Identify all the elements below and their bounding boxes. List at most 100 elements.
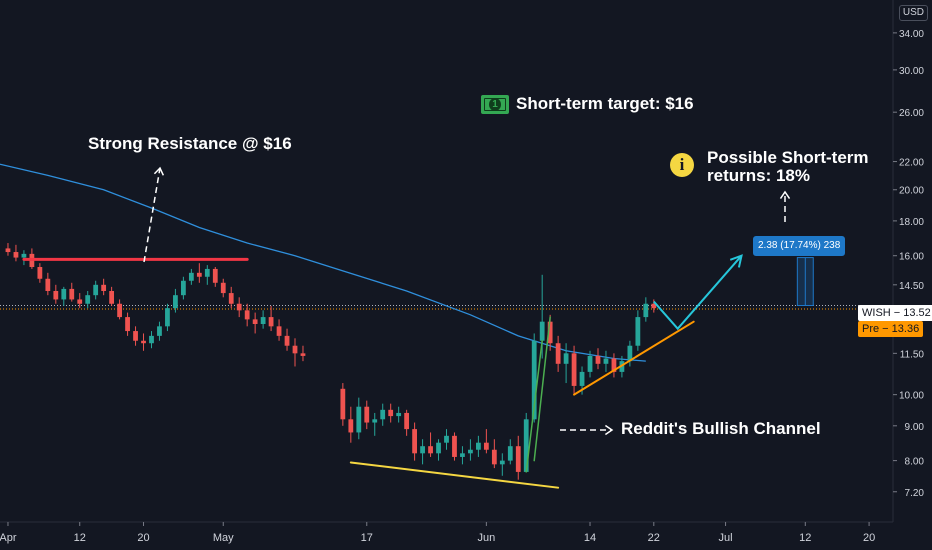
candle-body	[444, 435, 449, 443]
candle-body	[651, 303, 657, 309]
candle-body	[460, 453, 465, 457]
candle-body	[603, 358, 609, 364]
time-tick-label: Apr	[0, 532, 17, 544]
candle-body	[300, 353, 306, 356]
channel-annotation: Reddit's Bullish Channel	[621, 419, 821, 438]
resistance-annotation: Strong Resistance @ $16	[88, 134, 292, 153]
projection-arrowhead	[729, 254, 743, 268]
candle-body	[69, 288, 75, 300]
candle-body	[404, 412, 410, 430]
price-tick-label: 9.00	[905, 422, 925, 433]
candle-body	[204, 268, 210, 277]
price-tick-label: 18.00	[899, 217, 924, 228]
candle-body	[180, 280, 186, 296]
candle-body	[37, 267, 43, 279]
candle-body	[468, 449, 473, 454]
candle-body	[340, 388, 346, 420]
candle-body	[276, 326, 282, 336]
time-tick-label: 12	[799, 532, 811, 544]
candle-body	[109, 290, 115, 304]
candle-body	[244, 310, 250, 320]
candle-body	[157, 326, 162, 336]
candle-body	[220, 282, 226, 294]
candle-body	[125, 317, 130, 332]
candle-body	[149, 335, 154, 344]
returns-callout-arrow-head	[779, 190, 791, 200]
candle-body	[436, 442, 441, 454]
price-tick-label: 8.00	[905, 457, 925, 468]
target-annotation: Short-term target: $16	[516, 94, 694, 113]
measure-label[interactable]: 2.38 (17.74%) 238	[753, 236, 846, 256]
candle-body	[499, 460, 505, 465]
resistance-callout-arrow-head	[153, 166, 165, 176]
banknote-icon: 1	[481, 95, 509, 114]
candle-body	[21, 253, 27, 258]
channel-callout-arrow-head	[604, 424, 614, 436]
candle-body	[5, 248, 11, 253]
candle-body	[292, 345, 298, 354]
breakout-line	[533, 316, 551, 462]
candle-body	[364, 406, 370, 423]
candle-body	[483, 442, 489, 450]
returns-annotation-line2: returns: 18%	[707, 166, 810, 185]
candle-body	[380, 409, 386, 420]
candle-body	[539, 321, 545, 341]
candle-body	[212, 268, 218, 283]
time-tick-label: 14	[584, 532, 596, 544]
price-tick-label: 20.00	[899, 186, 924, 197]
price-tick-label: 10.00	[899, 391, 924, 402]
candle-body	[45, 278, 51, 291]
candle-body	[452, 435, 457, 457]
candle-body	[587, 355, 593, 372]
candle-body	[547, 321, 553, 344]
candle-body	[93, 284, 99, 296]
time-tick-label: Jul	[719, 532, 733, 544]
candle-body	[428, 446, 433, 454]
currency-badge[interactable]: USD	[898, 5, 928, 21]
candle-body	[420, 446, 425, 454]
price-tick-label: 22.00	[899, 158, 924, 169]
candle-body	[85, 295, 91, 304]
candle-body	[356, 406, 362, 433]
candle-body	[388, 409, 394, 417]
candle-body	[196, 272, 202, 277]
candle-body	[133, 331, 138, 341]
time-tick-label: 17	[361, 532, 373, 544]
chart-grid	[0, 304, 893, 310]
candle-body	[412, 429, 417, 454]
candle-body	[579, 371, 585, 386]
candle-body	[260, 317, 266, 324]
candle-body	[611, 358, 617, 372]
candlestick-series	[5, 243, 657, 480]
chart-drawings	[22, 166, 814, 489]
candle-body	[61, 288, 67, 300]
candle-body	[372, 419, 378, 423]
candle-body	[563, 353, 569, 364]
candle-body	[531, 340, 537, 420]
candle-body	[284, 335, 290, 346]
time-tick-label: 20	[863, 532, 875, 544]
price-tick-label: 14.50	[899, 281, 924, 292]
price-tick-label: 26.00	[899, 108, 924, 119]
candle-body	[507, 446, 513, 461]
candle-body	[635, 317, 641, 346]
candle-body	[476, 442, 481, 450]
candle-body	[228, 293, 234, 304]
price-tick-label: 16.00	[899, 252, 924, 263]
price-tick-label: 34.00	[899, 29, 924, 40]
breakout-line	[525, 340, 543, 473]
candle-body	[53, 290, 59, 300]
support-line	[349, 461, 560, 489]
candle-body	[595, 355, 601, 364]
candle-body	[555, 343, 561, 364]
price-tick-label: 7.20	[905, 488, 925, 499]
candle-body	[141, 340, 146, 344]
time-tick-label: 20	[137, 532, 149, 544]
resistance-callout-arrow	[143, 167, 161, 263]
time-tick-label: May	[213, 532, 234, 544]
projection-path	[653, 255, 743, 331]
candle-body	[268, 317, 274, 327]
time-tick-label: 22	[648, 532, 660, 544]
